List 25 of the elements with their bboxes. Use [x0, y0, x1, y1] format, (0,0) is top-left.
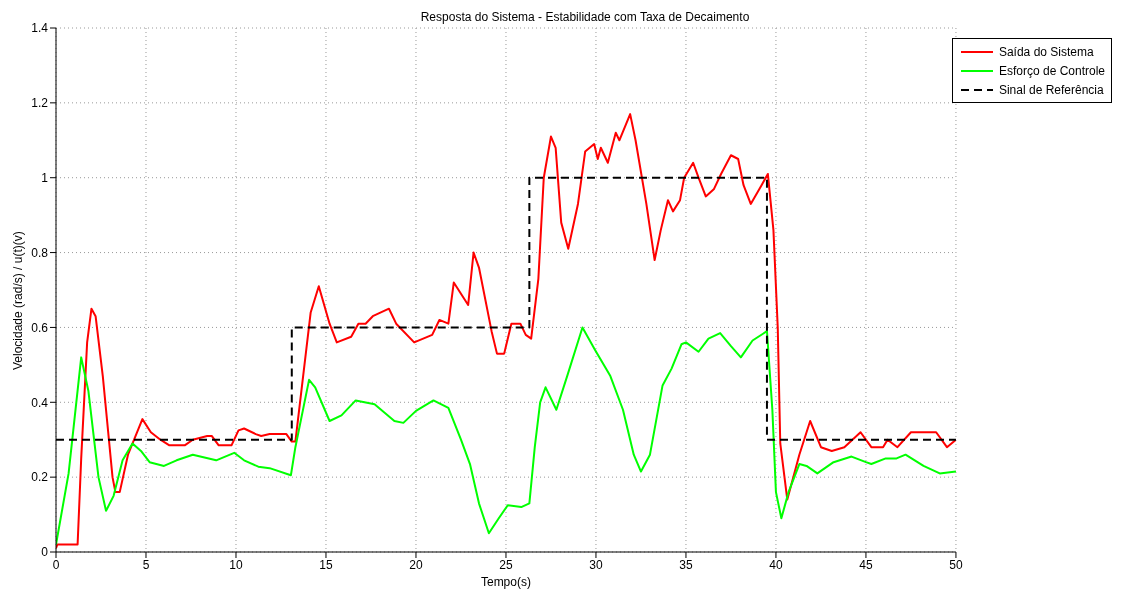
x-tick-label: 20 [409, 557, 423, 572]
y-tick-label: 0.8 [31, 245, 49, 260]
x-tick-label: 25 [499, 557, 513, 572]
y-tick-label: 1 [41, 170, 49, 185]
x-tick-label: 0 [52, 557, 60, 572]
x-tick-label: 10 [229, 557, 243, 572]
x-tick-label: 40 [769, 557, 783, 572]
x-tick-label: 35 [679, 557, 693, 572]
y-tick-label: 1.4 [31, 21, 49, 36]
x-axis-title: Tempo(s) [480, 575, 531, 589]
chart-title: Resposta do Sistema - Estabilidade com Taxa de Decaimento [419, 10, 751, 24]
x-tick-label: 45 [859, 557, 873, 572]
y-tick-label: 0.4 [31, 395, 49, 410]
legend-label: Sinal de Referência [998, 82, 1104, 97]
y-tick-label: 0.2 [31, 470, 49, 485]
x-tick-label: 50 [949, 557, 963, 572]
y-axis-title: Velocidade (rad/s) / u(t)(v) [11, 231, 26, 370]
y-tick-label: 1.2 [31, 96, 49, 111]
y-tick-label: 0 [41, 545, 49, 560]
y-tick-label: 0.6 [31, 320, 49, 335]
legend-label: Esforço de Controle [998, 63, 1105, 78]
x-tick-label: 30 [589, 557, 603, 572]
x-tick-label: 15 [319, 557, 333, 572]
x-tick-label: 5 [142, 557, 150, 572]
legend-label: Saída do Sistema [998, 44, 1094, 59]
